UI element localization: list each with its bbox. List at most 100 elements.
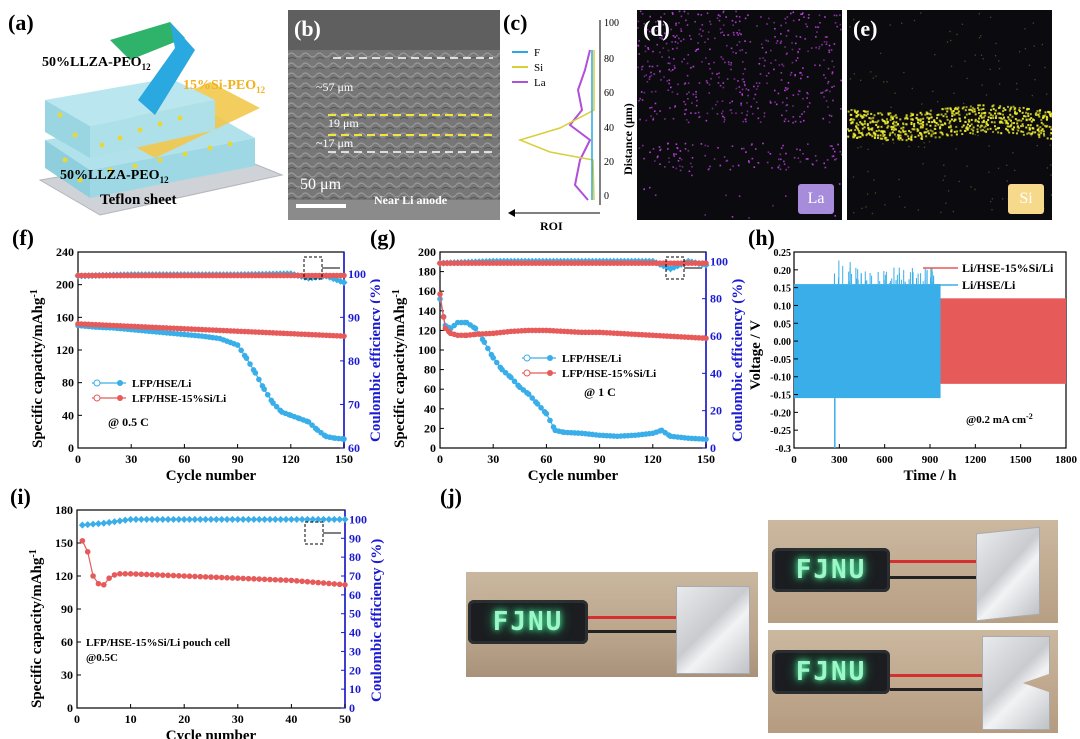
la-dot <box>807 93 809 95</box>
si-dot <box>872 132 875 135</box>
la-dot <box>680 15 683 18</box>
label-b: (b) <box>294 16 321 41</box>
legend-marker <box>117 395 123 401</box>
si-dot <box>969 124 972 127</box>
tick-label: 30 <box>125 452 137 466</box>
la-dot <box>704 214 706 216</box>
si-dot <box>929 109 932 112</box>
si-dot <box>885 136 888 139</box>
la-dot <box>743 81 745 83</box>
label-e: (e) <box>853 16 878 41</box>
data-point <box>247 361 253 367</box>
la-dot <box>806 91 808 94</box>
la-dot <box>675 22 677 25</box>
la-dot <box>808 102 811 104</box>
tick-label: 120 <box>55 569 73 583</box>
la-dot <box>739 49 741 52</box>
si-dot <box>1004 108 1007 111</box>
si-dot <box>891 126 894 129</box>
si-dot <box>1000 117 1003 120</box>
la-dot <box>670 70 672 72</box>
svg-text:80: 80 <box>604 54 614 65</box>
note-2: @0.5C <box>86 652 118 664</box>
la-dot <box>769 152 772 155</box>
si-dot <box>850 109 853 112</box>
la-dot <box>651 91 653 93</box>
la-dot <box>674 36 676 38</box>
la-dot <box>642 65 644 68</box>
la-dot <box>719 164 722 167</box>
si-noise-dot <box>923 146 926 149</box>
la-dot <box>716 17 719 19</box>
la-dot <box>826 89 828 91</box>
si-dot <box>1038 130 1041 133</box>
tick-label: 100 <box>710 254 728 268</box>
si-dot <box>856 127 859 130</box>
la-dot <box>838 183 841 185</box>
la-dot <box>680 158 683 161</box>
la-dot <box>738 20 741 23</box>
data-point <box>251 576 257 582</box>
si-noise-dot <box>991 209 993 211</box>
si-dot <box>855 122 858 125</box>
si-dot <box>917 121 920 124</box>
la-dot <box>695 90 697 93</box>
si-noise-dot <box>956 33 958 36</box>
la-dot <box>787 166 790 169</box>
la-dot <box>671 48 674 50</box>
la-dot <box>810 47 813 49</box>
la-dot <box>826 159 829 161</box>
si-dot <box>1001 122 1004 125</box>
eds-ylabel: Distance (μm) <box>621 103 635 175</box>
si-dot <box>1046 137 1049 140</box>
si-dot <box>1041 128 1044 131</box>
la-dot <box>645 119 648 122</box>
la-dot <box>675 34 678 37</box>
la-dot <box>697 42 699 44</box>
si-noise-dot <box>1046 167 1049 169</box>
la-dot <box>643 157 645 160</box>
si-dot <box>847 135 850 138</box>
la-dot <box>689 162 692 165</box>
la-dot <box>661 56 663 58</box>
la-dot <box>698 116 700 119</box>
si-dot <box>1021 125 1024 128</box>
si-dot <box>865 110 868 113</box>
la-dot <box>687 97 689 100</box>
si-dot <box>949 108 952 111</box>
si-noise-dot <box>872 77 874 79</box>
data-point <box>240 575 246 582</box>
si-dot <box>916 113 919 116</box>
si-dot <box>875 124 878 127</box>
si-dot <box>971 109 974 112</box>
la-dot <box>667 89 670 92</box>
la-dot <box>767 151 770 153</box>
la-dot <box>664 166 666 168</box>
si-dot <box>974 118 977 121</box>
la-dot <box>676 47 678 50</box>
si-dot <box>895 121 898 124</box>
tick-label: 40 <box>349 626 361 640</box>
la-dot <box>832 99 834 102</box>
si-noise-dot <box>991 198 993 200</box>
si-dot <box>1008 118 1011 121</box>
si-dot <box>955 112 958 115</box>
si-dot <box>894 128 897 131</box>
data-point <box>310 579 316 585</box>
la-dot <box>637 27 639 29</box>
si-dot <box>950 129 953 132</box>
la-dot <box>746 102 748 104</box>
data-point <box>133 571 139 577</box>
si-dot <box>861 133 864 136</box>
la-dot <box>823 41 826 43</box>
si-dot <box>890 125 893 128</box>
la-dot <box>641 12 644 15</box>
la-dot <box>795 35 798 38</box>
la-dot <box>830 49 833 51</box>
la-dot <box>643 22 646 25</box>
la-dot <box>647 48 650 50</box>
la-dot <box>658 146 661 148</box>
si-dot <box>904 130 907 133</box>
la-dot <box>641 144 644 147</box>
si-dot <box>925 135 928 138</box>
